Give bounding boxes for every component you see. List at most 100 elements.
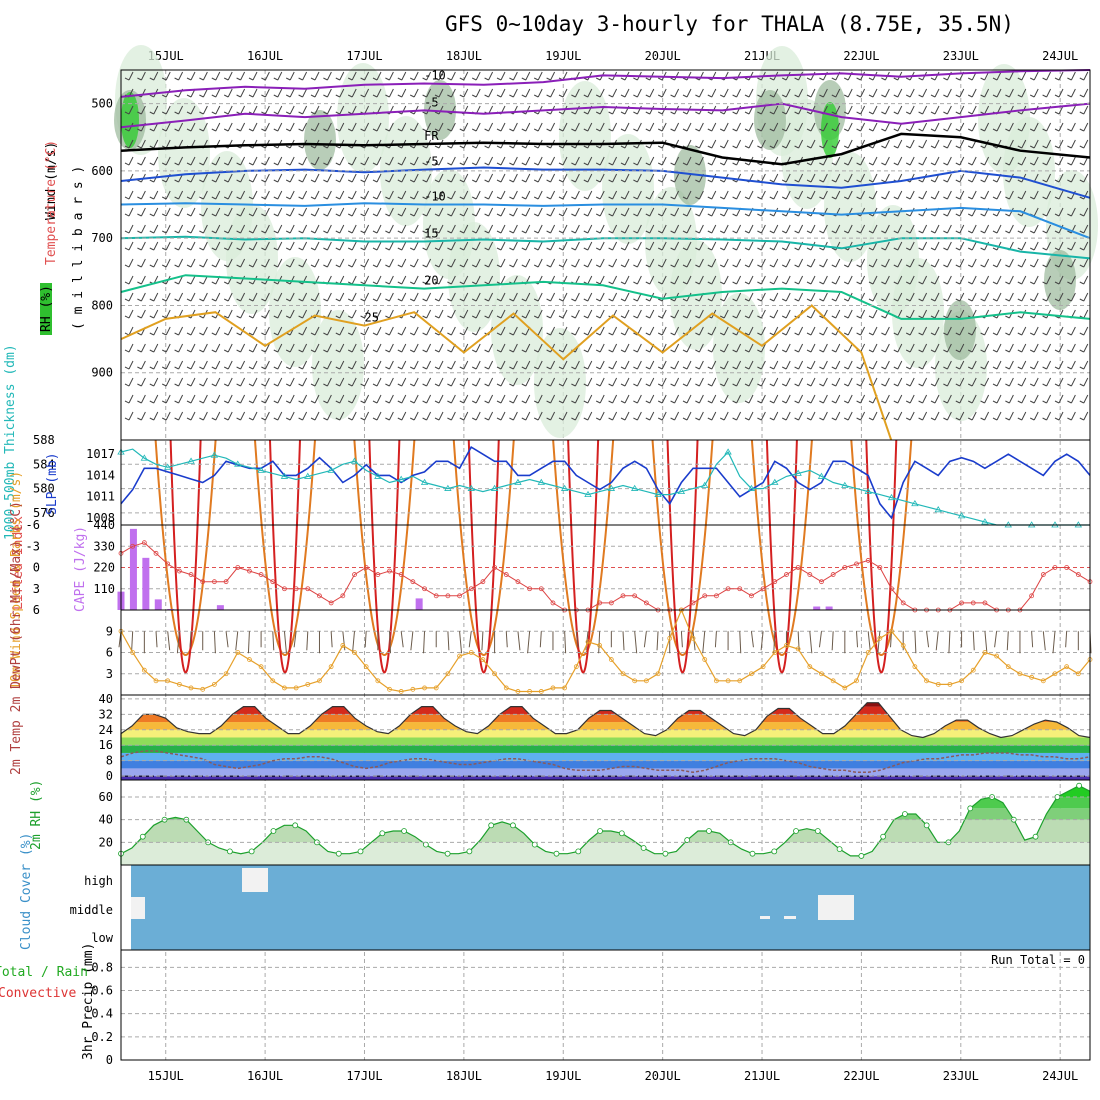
contour-line: [120, 166, 1091, 199]
wind-barb: [223, 343, 233, 353]
wind-barb: [434, 275, 444, 285]
wind-marker: [889, 628, 894, 634]
rh-band: [121, 808, 1090, 820]
cape-tick: 220: [93, 561, 115, 575]
wind-barb: [980, 360, 990, 370]
cloud-level-label: high: [84, 874, 113, 888]
wind-barb: [521, 122, 531, 132]
wind-barb: [248, 326, 258, 336]
wind-barb: [1029, 241, 1039, 251]
wind-barb: [211, 326, 221, 336]
wind-barb: [546, 343, 556, 353]
wind-barb-10m: [856, 631, 859, 648]
wind-barb: [186, 173, 196, 183]
thickness-marker: [864, 487, 872, 495]
temp-arc-inner: [368, 439, 401, 674]
li-marker: [317, 593, 322, 599]
wind-barb: [422, 394, 432, 404]
li-marker: [737, 586, 743, 592]
temp-band: [121, 752, 1090, 761]
wind-barb: [608, 377, 618, 387]
wind-barb: [670, 241, 680, 251]
li-marker: [1040, 572, 1046, 577]
wind-barb-10m: [459, 631, 463, 654]
wind-barb: [199, 377, 208, 387]
wind-barb: [781, 139, 791, 149]
wind-barb: [236, 292, 246, 302]
wind-barb: [868, 258, 878, 268]
wind-barb: [769, 173, 779, 183]
wind-barb: [199, 292, 208, 302]
wind-barb: [422, 292, 432, 302]
wind-barb: [843, 105, 853, 115]
wind-barb: [1042, 241, 1052, 251]
wind-barb: [298, 122, 308, 132]
wind-barb: [236, 105, 246, 115]
wind-barb: [285, 122, 295, 132]
wind-barb: [757, 411, 766, 421]
wind-barb: [347, 241, 357, 251]
rh-marker: [488, 822, 495, 829]
wind-barb: [434, 88, 444, 98]
wind-barb: [657, 360, 667, 370]
wind-barb: [732, 173, 742, 183]
wind-barb: [137, 343, 146, 353]
wind-marker: [760, 664, 766, 670]
wind-barb: [124, 241, 134, 251]
wind-barb: [967, 241, 977, 251]
wind-barb: [285, 105, 295, 115]
wind-barb: [918, 241, 928, 251]
wind-barb: [732, 71, 742, 81]
li-marker: [375, 572, 381, 577]
wind-barb: [434, 258, 444, 268]
rh-bands: [121, 785, 1090, 865]
thickness-marker: [163, 463, 172, 470]
wind-barb: [1054, 326, 1064, 336]
pressure-tick: 500: [91, 97, 113, 111]
wind-barb: [447, 122, 456, 132]
wind-barb: [595, 377, 605, 387]
wind-barb: [261, 105, 270, 115]
thickness-marker: [304, 472, 312, 479]
rh-marker: [836, 846, 843, 853]
wind-barb: [930, 326, 940, 336]
wind-barb: [967, 292, 977, 302]
wind-barb: [608, 343, 618, 353]
wind-barb: [1079, 122, 1089, 132]
wind-barb: [819, 394, 828, 404]
ylabel-slp: SLP (mb): [45, 452, 60, 515]
wind-barb: [719, 258, 729, 268]
wind-barb: [930, 343, 940, 353]
rh-blob: [158, 98, 210, 208]
wind-barb: [980, 88, 990, 98]
li-marker: [445, 593, 451, 599]
wind-barb: [360, 241, 370, 251]
wind-barb: [372, 71, 382, 81]
wind-barb: [323, 156, 332, 166]
wind-barb: [397, 275, 407, 285]
wind-barb: [137, 360, 146, 370]
wind-barb: [583, 156, 593, 166]
wind-barb: [831, 88, 841, 98]
thickness-marker: [957, 512, 966, 519]
wind-barb-10m: [389, 631, 392, 654]
wind-barb: [149, 411, 159, 421]
wind-barb: [707, 411, 717, 421]
wind-barb: [881, 156, 890, 166]
wind-barb: [695, 343, 704, 353]
wind-barb: [533, 343, 543, 353]
wind-barb: [707, 207, 717, 217]
wind-barb: [769, 394, 779, 404]
wind-barb: [161, 207, 171, 217]
wind-barb: [360, 275, 370, 285]
wind-barb: [422, 326, 432, 336]
wind-barb: [732, 258, 742, 268]
wind-barb: [434, 190, 444, 200]
wind-barb: [843, 173, 853, 183]
wind-barb: [261, 258, 270, 268]
wind-barb: [819, 156, 828, 166]
wind-barb: [174, 292, 184, 302]
wind-barb: [595, 275, 605, 285]
wind-barb: [372, 258, 382, 268]
wind-barb: [781, 122, 791, 132]
